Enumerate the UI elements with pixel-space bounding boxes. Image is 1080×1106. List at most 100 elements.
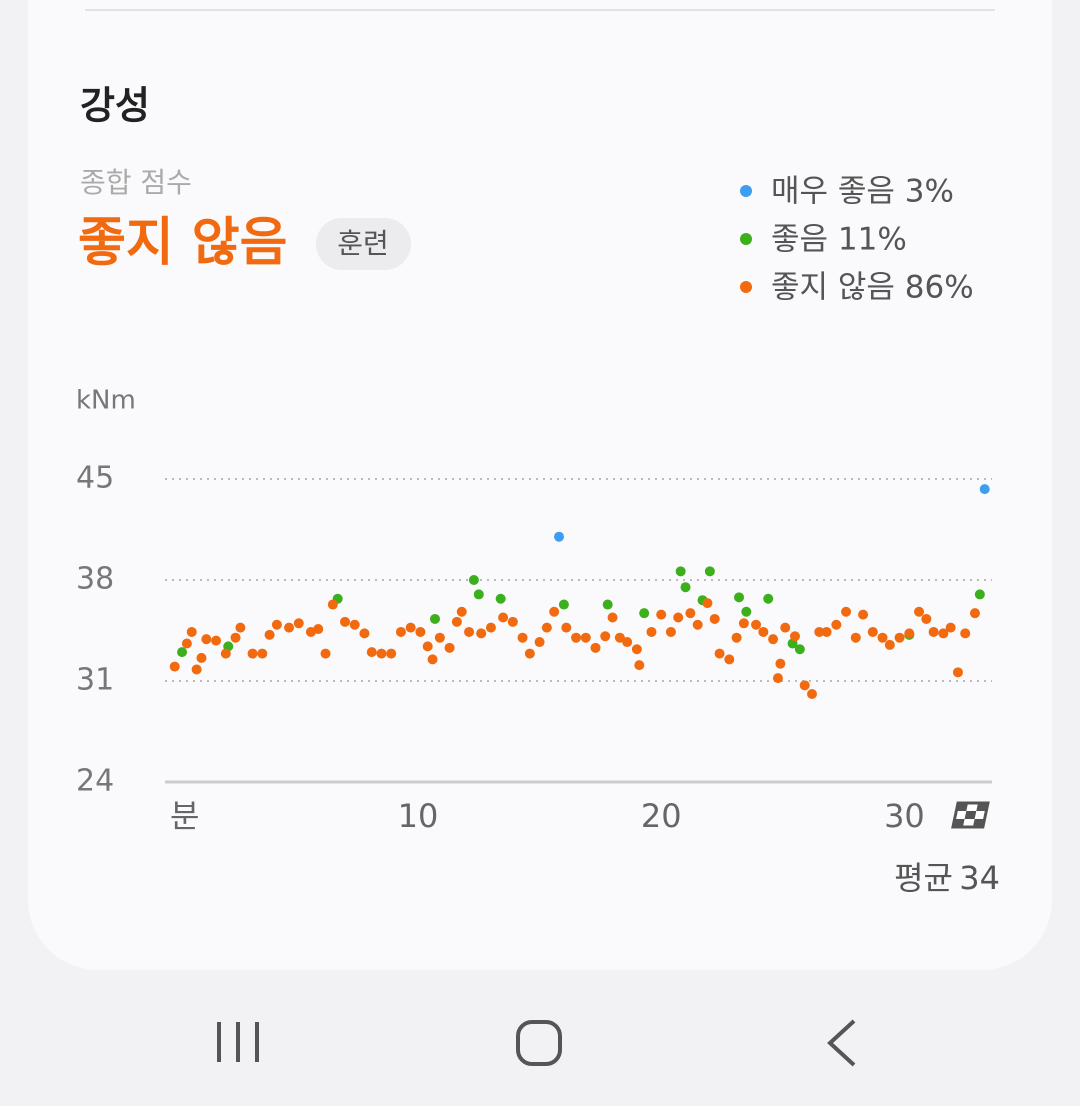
y-tick-label: 38 xyxy=(76,562,114,597)
section-title: 강성 xyxy=(80,84,150,128)
point xyxy=(169,661,180,672)
y-tick-label: 24 xyxy=(76,764,114,799)
point xyxy=(665,626,676,637)
point xyxy=(938,628,949,639)
point xyxy=(422,641,433,652)
point xyxy=(675,566,686,577)
point xyxy=(220,648,231,659)
home-icon[interactable] xyxy=(516,1020,562,1066)
point xyxy=(960,628,971,639)
point xyxy=(921,613,932,624)
point xyxy=(517,632,528,643)
point xyxy=(554,531,565,542)
point xyxy=(945,622,956,633)
legend-label: 매우 좋음 3% xyxy=(771,174,954,210)
point xyxy=(734,592,745,603)
point xyxy=(293,618,304,629)
point xyxy=(327,599,338,610)
point xyxy=(211,635,222,646)
point xyxy=(230,632,241,643)
point xyxy=(974,589,985,600)
point xyxy=(524,648,535,659)
point xyxy=(814,626,825,637)
point xyxy=(405,622,416,633)
point xyxy=(850,632,861,643)
point xyxy=(359,628,370,639)
point xyxy=(709,613,720,624)
finish-flag xyxy=(951,801,990,829)
point xyxy=(558,599,569,610)
point xyxy=(731,632,742,643)
point xyxy=(867,626,878,637)
point xyxy=(631,644,642,655)
point xyxy=(622,637,633,648)
point xyxy=(339,616,350,627)
card xyxy=(28,0,1052,970)
point xyxy=(257,648,268,659)
point xyxy=(191,664,202,675)
point xyxy=(858,609,869,620)
point xyxy=(186,626,197,637)
point xyxy=(969,608,980,619)
point xyxy=(264,629,275,640)
point xyxy=(758,626,769,637)
point xyxy=(571,632,582,643)
point xyxy=(451,616,462,627)
point xyxy=(799,680,810,691)
point xyxy=(607,612,618,623)
point xyxy=(821,626,832,637)
point xyxy=(181,638,192,649)
point xyxy=(692,619,703,630)
legend-label: 좋음 11% xyxy=(771,222,907,258)
point xyxy=(284,622,295,633)
back-icon[interactable] xyxy=(827,1019,856,1067)
point xyxy=(807,688,818,699)
point xyxy=(456,606,467,617)
point xyxy=(600,631,611,642)
legend-label: 좋지 않음 86% xyxy=(771,270,974,306)
point xyxy=(464,626,475,637)
average-label: 평균 xyxy=(894,859,953,897)
y-tick-label: 45 xyxy=(76,461,114,496)
point xyxy=(928,626,939,637)
point xyxy=(741,606,752,617)
point xyxy=(196,652,207,663)
point xyxy=(680,582,691,593)
point xyxy=(590,642,601,653)
point xyxy=(656,609,667,620)
point xyxy=(794,644,805,655)
point xyxy=(702,598,713,609)
point xyxy=(894,632,905,643)
point xyxy=(831,619,842,630)
point xyxy=(561,622,572,633)
point xyxy=(495,593,506,604)
point xyxy=(673,612,684,623)
point xyxy=(979,484,990,495)
point xyxy=(476,628,487,639)
score-value: 좋지 않음 xyxy=(78,213,287,273)
point xyxy=(395,626,406,637)
point xyxy=(685,608,696,619)
point xyxy=(468,575,479,585)
point xyxy=(780,622,791,633)
x-tick-label: 30 xyxy=(884,797,925,835)
point xyxy=(177,647,188,658)
point xyxy=(841,606,852,617)
point xyxy=(320,648,331,659)
point xyxy=(271,619,282,630)
x-tick-label: 20 xyxy=(641,797,682,835)
average-value: 34 xyxy=(959,859,1000,897)
x-tick-label: 10 xyxy=(398,797,439,835)
point xyxy=(349,619,360,630)
point xyxy=(634,660,645,671)
point xyxy=(763,593,774,604)
point xyxy=(235,622,246,633)
legend-dot xyxy=(740,233,752,245)
legend-dot xyxy=(740,185,752,197)
point xyxy=(541,622,552,633)
nav-bar xyxy=(217,1019,856,1067)
y-tick-label: 31 xyxy=(76,663,114,698)
point xyxy=(751,619,762,630)
point xyxy=(789,631,800,642)
